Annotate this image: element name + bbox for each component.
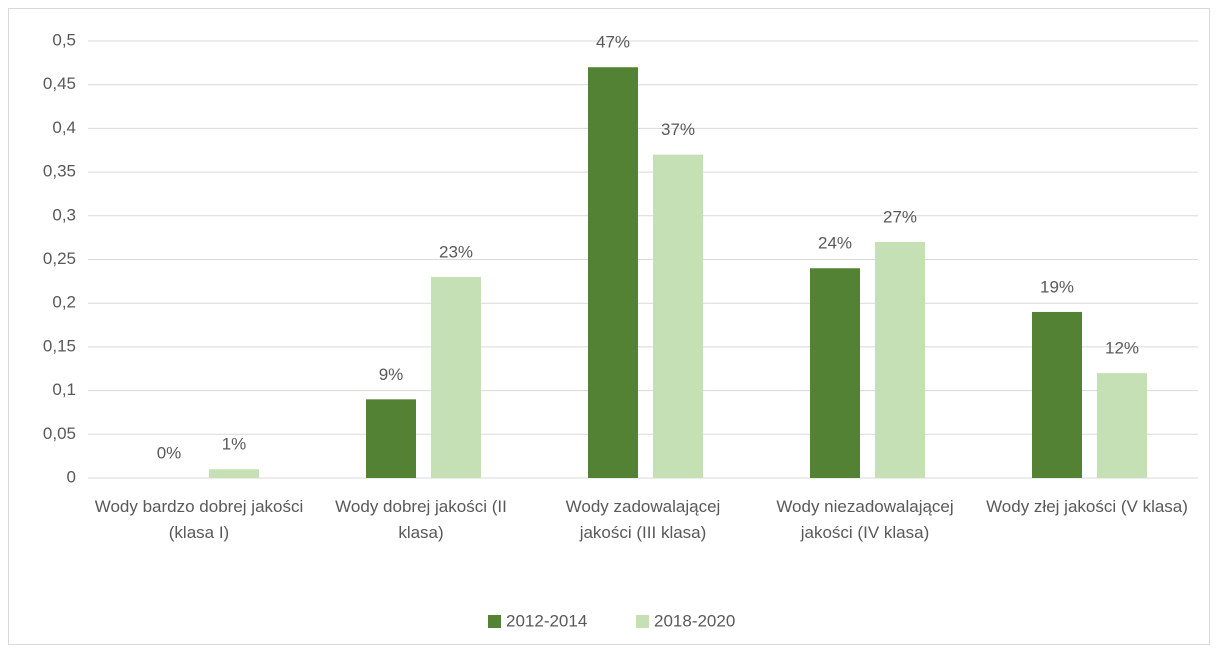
y-tick-label: 0,3 xyxy=(52,205,76,224)
bar xyxy=(810,268,860,478)
bar xyxy=(366,399,416,478)
data-label: 27% xyxy=(883,208,917,227)
data-label: 1% xyxy=(222,435,247,454)
y-tick-label: 0,4 xyxy=(52,118,76,137)
bar xyxy=(653,154,703,478)
y-tick-label: 0,1 xyxy=(52,380,76,399)
legend-swatch xyxy=(488,615,501,628)
bar xyxy=(1097,373,1147,478)
y-tick-label: 0 xyxy=(67,467,76,486)
chart-frame xyxy=(8,8,1210,645)
y-tick-label: 0,35 xyxy=(43,162,76,181)
x-tick-label: Wody zadowalającej jakości (III klasa) xyxy=(565,497,721,542)
x-tick-label: Wody bardzo dobrej jakości (klasa I) xyxy=(94,497,304,542)
y-tick-label: 0,2 xyxy=(52,293,76,312)
y-tick-label: 0,45 xyxy=(43,74,76,93)
bar xyxy=(1032,311,1082,478)
data-label: 0% xyxy=(157,443,182,462)
y-tick-label: 0,5 xyxy=(52,30,76,49)
y-tick-label: 0,25 xyxy=(43,249,76,268)
bar xyxy=(431,276,481,478)
data-label: 23% xyxy=(439,242,473,261)
bar xyxy=(588,67,638,478)
data-label: 12% xyxy=(1105,339,1139,358)
data-label: 47% xyxy=(596,33,630,52)
legend-label: 2012-2014 xyxy=(506,611,587,630)
x-tick-label: Wody dobrej jakości (II klasa) xyxy=(335,497,507,542)
legend-label: 2018-2020 xyxy=(654,611,735,630)
y-tick-label: 0,05 xyxy=(43,424,76,443)
data-label: 37% xyxy=(661,120,695,139)
x-tick-label: Wody niezadowalającej jakości (IV klasa) xyxy=(776,497,954,542)
bar xyxy=(875,242,925,478)
bar xyxy=(209,469,259,478)
x-tick-label: Wody złej jakości (V klasa) xyxy=(986,497,1188,516)
data-label: 19% xyxy=(1040,277,1074,296)
data-label: 9% xyxy=(379,365,404,384)
legend-swatch xyxy=(636,615,649,628)
data-label: 24% xyxy=(818,234,852,253)
y-tick-label: 0,15 xyxy=(43,336,76,355)
